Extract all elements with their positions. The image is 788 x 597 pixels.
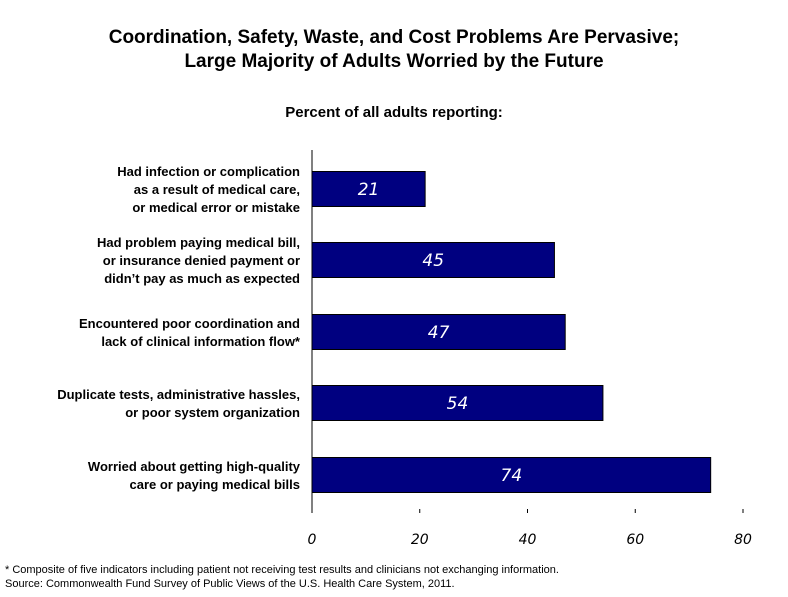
bar-value-label-5: 74	[501, 466, 523, 486]
category-label-line: or medical error or mistake	[132, 200, 300, 215]
category-label-line: didn’t pay as much as expected	[104, 271, 300, 286]
bars-layer: 21 45 47 54 74	[311, 171, 712, 493]
footnote-note: * Composite of five indicators including…	[5, 564, 559, 576]
bar-value-label-2: 45	[422, 251, 444, 271]
bar-3	[311, 314, 566, 350]
title-line-2: Large Majority of Adults Worried by the …	[184, 51, 604, 72]
x-axis-ticks: 0 20 40 60 80	[308, 509, 752, 548]
category-label-line: or poor system organization	[125, 405, 300, 420]
chart-title: Coordination, Safety, Waste, and Cost Pr…	[0, 26, 788, 74]
bar-4	[311, 385, 604, 421]
bar-5	[311, 457, 712, 493]
category-label-line: Encountered poor coordination and	[79, 316, 300, 331]
category-label-3: Encountered poor coordination and lack of…	[79, 316, 301, 349]
footnote: * Composite of five indicators including…	[5, 563, 559, 591]
category-label-2: Had problem paying medical bill, or insur…	[97, 235, 300, 286]
category-label-line: Had problem paying medical bill,	[97, 235, 300, 250]
category-label-1: Had infection or complication as a result…	[117, 164, 300, 215]
x-tick-label-3: 60	[626, 532, 644, 548]
footnote-source: Source: Commonwealth Fund Survey of Publ…	[5, 578, 455, 590]
x-tick-label-4: 80	[734, 532, 752, 548]
category-label-line: as a result of medical care,	[134, 182, 300, 197]
bar-value-label-3: 47	[428, 323, 450, 343]
category-label-4: Duplicate tests, administrative hassles,…	[57, 387, 300, 420]
bar-value-label-4: 54	[447, 394, 469, 414]
category-label-5: Worried about getting high-quality care o…	[88, 459, 301, 492]
category-labels: Had infection or complication as a result…	[57, 164, 301, 492]
bar-value-label-1: 21	[358, 180, 380, 200]
category-label-line: care or paying medical bills	[129, 477, 300, 492]
chart-subtitle: Percent of all adults reporting:	[285, 104, 503, 121]
title-line-1: Coordination, Safety, Waste, and Cost Pr…	[108, 27, 680, 48]
x-tick-label-1: 20	[411, 532, 429, 548]
bar-1	[311, 171, 426, 207]
category-label-line: Had infection or complication	[117, 164, 300, 179]
x-tick-label-2: 40	[519, 532, 537, 548]
category-label-line: Duplicate tests, administrative hassles,	[57, 387, 300, 402]
category-label-line: Worried about getting high-quality	[88, 459, 301, 474]
category-label-line: or insurance denied payment or	[103, 253, 300, 268]
x-tick-label-0: 0	[308, 532, 317, 548]
category-label-line: lack of clinical information flow*	[101, 334, 301, 349]
